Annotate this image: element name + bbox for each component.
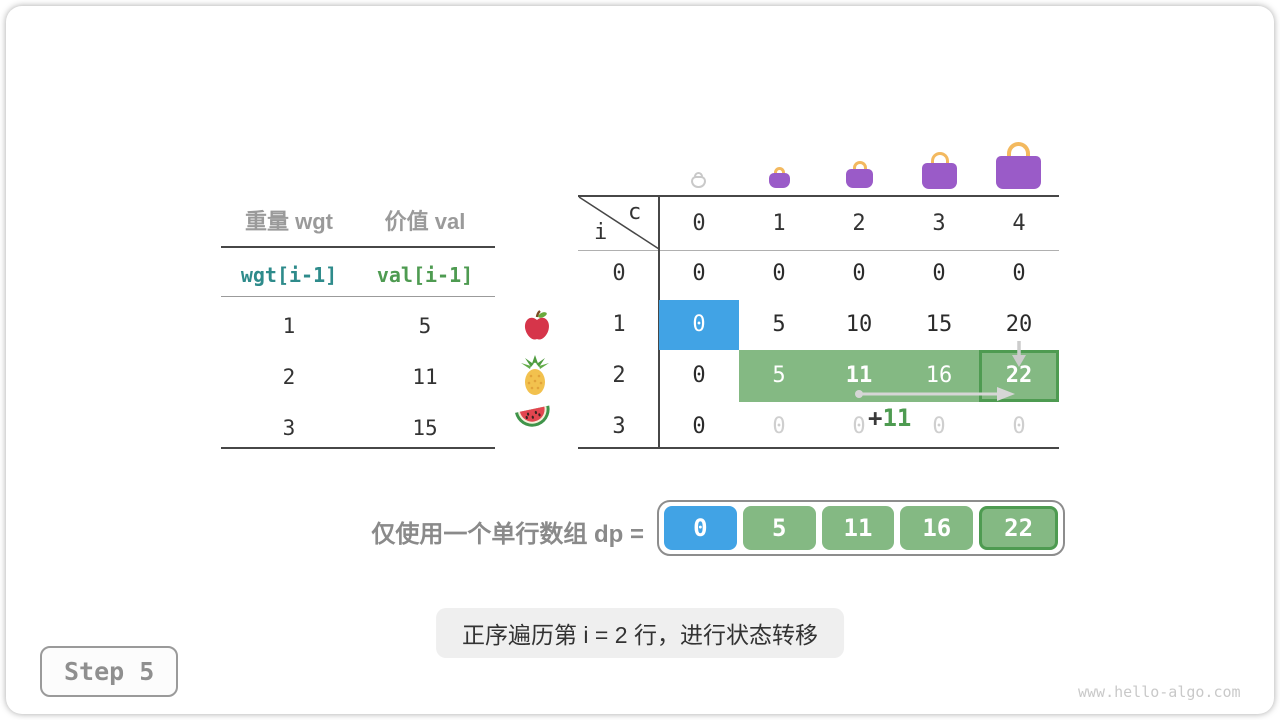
dp-row-label-0: 0	[612, 261, 626, 286]
dp-table-corner-diagonal	[578, 196, 660, 250]
dp-cell-1-2: 10	[845, 312, 873, 337]
dp-array-container: 0 5 11 16 22	[657, 500, 1065, 556]
dp-cell-2-3: 16	[925, 363, 953, 388]
dp-corner-col-var: c	[628, 200, 642, 225]
item-wgt-2: 2	[282, 365, 296, 389]
item-val-2: 11	[412, 365, 438, 389]
dp-col-header-3: 3	[932, 211, 946, 236]
dp-table-top-rule	[578, 195, 1059, 197]
watermark-url: www.hello-algo.com	[1078, 683, 1241, 701]
items-table-bottom-rule	[221, 447, 495, 449]
down-arrow-icon	[1012, 341, 1026, 367]
items-table-code-val: val[i-1]	[376, 263, 474, 287]
item-wgt-1: 1	[282, 314, 296, 338]
dp-cell-0-3: 0	[932, 261, 946, 286]
items-table-header-wgt: 重量 wgt	[245, 209, 333, 234]
transition-value: 11	[882, 404, 912, 432]
items-table-header-val: 价值 val	[384, 209, 466, 234]
figure-card: 重量 wgt 价值 val wgt[i-1] val[i-1] 1 5 2 11…	[6, 6, 1274, 714]
dp-array-cell-0: 0	[664, 506, 737, 550]
dp-col-header-1: 1	[772, 211, 786, 236]
apple-icon	[524, 310, 550, 340]
dp-array-label: 仅使用一个单行数组 dp =	[371, 521, 644, 548]
bag-small-icon	[769, 167, 790, 188]
items-table-code-wgt: wgt[i-1]	[240, 263, 338, 287]
dp-cell-2-1: 5	[772, 363, 786, 388]
dp-cell-3-3: 0	[932, 414, 946, 439]
bag-large-icon	[922, 152, 957, 189]
dp-cell-1-0: 0	[692, 312, 706, 337]
bag-xlarge-icon	[996, 142, 1041, 189]
dp-array-cell-3: 16	[900, 506, 974, 550]
dp-table-header-rule	[578, 250, 1059, 251]
bag-medium-icon	[846, 161, 873, 188]
dp-cell-3-2: 0	[852, 414, 866, 439]
items-table-top-rule	[221, 246, 495, 248]
transition-annotation: +11	[868, 404, 911, 432]
item-wgt-3: 3	[282, 416, 296, 440]
watermelon-icon	[515, 405, 550, 427]
dp-cell-0-0: 0	[692, 261, 706, 286]
dp-cell-3-0: 0	[692, 414, 706, 439]
dp-cell-3-1: 0	[772, 414, 786, 439]
dp-corner-row-var: i	[594, 220, 608, 245]
dp-array-cell-1: 5	[742, 506, 816, 550]
dp-row-label-2: 2	[612, 363, 626, 388]
dp-cell-0-2: 0	[852, 261, 866, 286]
step-badge: Step 5	[40, 646, 179, 697]
dp-cell-1-3: 15	[925, 312, 953, 337]
right-arrow-icon	[855, 387, 1015, 401]
dp-cell-2-2: 11	[845, 363, 873, 388]
dp-table-bottom-rule	[578, 447, 1059, 449]
dp-cell-0-4: 0	[1012, 261, 1026, 286]
dp-col-header-0: 0	[692, 211, 706, 236]
dp-row-label-1: 1	[612, 312, 626, 337]
caption-banner: 正序遍历第 i = 2 行，进行状态转移	[436, 608, 844, 658]
item-val-3: 15	[412, 416, 438, 440]
dp-highlight-blue-cell	[659, 300, 739, 350]
dp-cell-2-4: 22	[1005, 363, 1033, 388]
dp-cell-2-0: 0	[692, 363, 706, 388]
dp-array-cell-2: 11	[821, 506, 895, 550]
pineapple-icon	[521, 355, 549, 395]
dp-col-header-4: 4	[1012, 211, 1026, 236]
items-table-mid-rule	[221, 296, 495, 297]
dp-cell-0-1: 0	[772, 261, 786, 286]
dp-cell-1-4: 20	[1005, 312, 1033, 337]
transition-plus-sign: +	[868, 404, 883, 432]
dp-array-cell-4: 22	[979, 506, 1058, 550]
dp-cell-1-1: 5	[772, 312, 786, 337]
dp-cell-3-4: 0	[1012, 414, 1026, 439]
item-val-1: 5	[418, 314, 432, 338]
dp-col-header-2: 2	[852, 211, 866, 236]
dp-row-label-3: 3	[612, 414, 626, 439]
bag-ghost-icon	[691, 172, 706, 188]
